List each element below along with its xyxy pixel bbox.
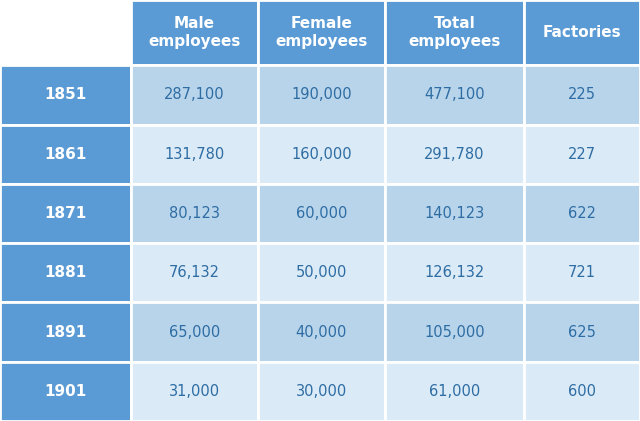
Text: 600: 600 bbox=[568, 384, 596, 399]
Text: 140,123: 140,123 bbox=[424, 206, 484, 221]
Bar bbox=[258, 302, 385, 362]
Text: 1861: 1861 bbox=[44, 147, 87, 162]
Bar bbox=[131, 302, 258, 362]
Text: 105,000: 105,000 bbox=[424, 325, 484, 339]
Bar bbox=[385, 184, 524, 243]
Bar bbox=[258, 65, 385, 125]
Bar bbox=[131, 362, 258, 421]
Bar bbox=[258, 243, 385, 302]
Bar bbox=[385, 243, 524, 302]
Text: 61,000: 61,000 bbox=[429, 384, 480, 399]
Bar bbox=[385, 65, 524, 125]
Text: 40,000: 40,000 bbox=[296, 325, 347, 339]
Bar bbox=[0, 362, 131, 421]
Bar bbox=[524, 184, 640, 243]
Text: Total
employees: Total employees bbox=[408, 16, 500, 49]
Bar bbox=[524, 362, 640, 421]
Text: Male
employees: Male employees bbox=[148, 16, 241, 49]
Text: 160,000: 160,000 bbox=[291, 147, 351, 162]
Bar bbox=[258, 0, 385, 65]
Text: 1901: 1901 bbox=[44, 384, 87, 399]
Text: 126,132: 126,132 bbox=[424, 265, 484, 280]
Text: 721: 721 bbox=[568, 265, 596, 280]
Bar bbox=[131, 65, 258, 125]
Text: 80,123: 80,123 bbox=[169, 206, 220, 221]
Bar bbox=[258, 362, 385, 421]
Bar bbox=[385, 362, 524, 421]
Text: 31,000: 31,000 bbox=[169, 384, 220, 399]
Bar bbox=[385, 302, 524, 362]
Text: 625: 625 bbox=[568, 325, 596, 339]
Bar bbox=[524, 0, 640, 65]
Bar bbox=[0, 65, 131, 125]
Text: Factories: Factories bbox=[543, 25, 621, 40]
Text: 65,000: 65,000 bbox=[169, 325, 220, 339]
Text: 30,000: 30,000 bbox=[296, 384, 347, 399]
Bar bbox=[131, 125, 258, 184]
Bar bbox=[131, 184, 258, 243]
Text: 131,780: 131,780 bbox=[164, 147, 225, 162]
Bar bbox=[131, 243, 258, 302]
Bar bbox=[258, 125, 385, 184]
Bar bbox=[131, 0, 258, 65]
Text: 1851: 1851 bbox=[44, 88, 87, 102]
Text: 287,100: 287,100 bbox=[164, 88, 225, 102]
Bar bbox=[385, 0, 524, 65]
Text: 477,100: 477,100 bbox=[424, 88, 484, 102]
Bar bbox=[0, 0, 131, 65]
Text: 291,780: 291,780 bbox=[424, 147, 484, 162]
Text: 225: 225 bbox=[568, 88, 596, 102]
Bar bbox=[385, 125, 524, 184]
Bar bbox=[524, 302, 640, 362]
Bar bbox=[0, 125, 131, 184]
Text: 227: 227 bbox=[568, 147, 596, 162]
Bar bbox=[524, 243, 640, 302]
Text: Female
employees: Female employees bbox=[275, 16, 367, 49]
Bar bbox=[0, 184, 131, 243]
Text: 190,000: 190,000 bbox=[291, 88, 351, 102]
Bar bbox=[258, 184, 385, 243]
Text: 1871: 1871 bbox=[44, 206, 87, 221]
Text: 1881: 1881 bbox=[44, 265, 87, 280]
Bar bbox=[0, 302, 131, 362]
Bar bbox=[524, 65, 640, 125]
Text: 76,132: 76,132 bbox=[169, 265, 220, 280]
Bar bbox=[524, 125, 640, 184]
Bar bbox=[0, 243, 131, 302]
Text: 1891: 1891 bbox=[44, 325, 87, 339]
Text: 50,000: 50,000 bbox=[296, 265, 347, 280]
Text: 60,000: 60,000 bbox=[296, 206, 347, 221]
Text: 622: 622 bbox=[568, 206, 596, 221]
